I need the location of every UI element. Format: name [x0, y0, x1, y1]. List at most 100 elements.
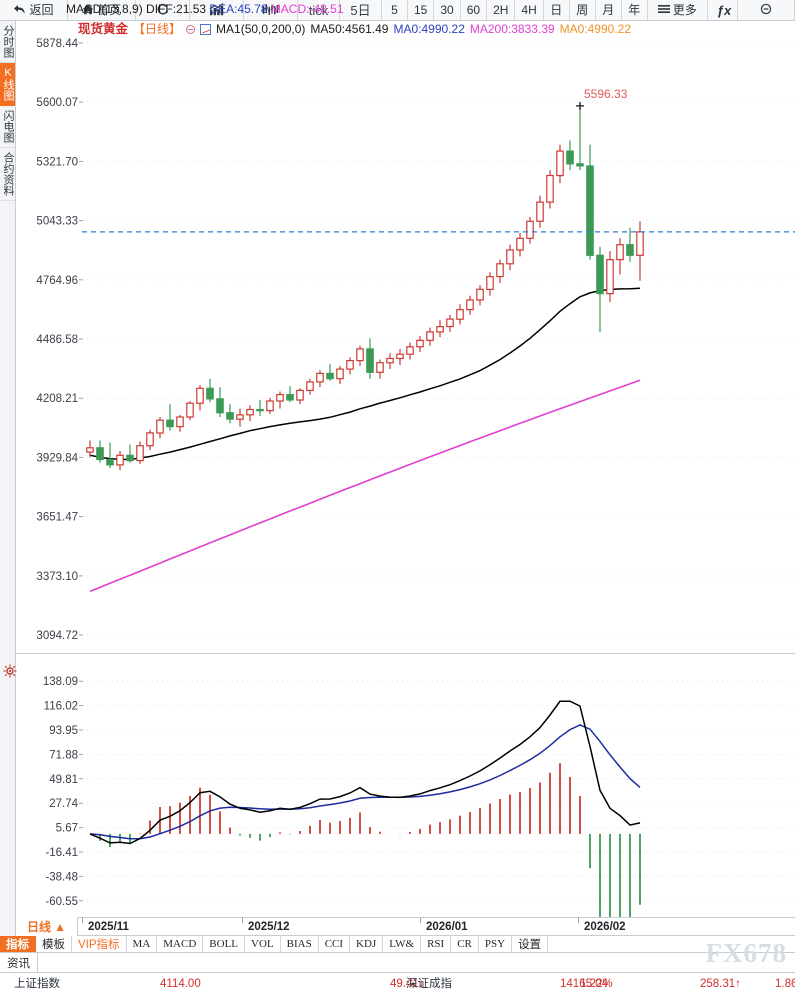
candle-body	[316, 372, 324, 383]
candle-body	[336, 368, 344, 380]
ma0-orange-value: MA0:4990.22	[559, 22, 631, 36]
date-tick-mark	[242, 918, 243, 923]
svg-text:-60.55: -60.55	[45, 896, 78, 908]
ticker-change: 258.31↑	[700, 978, 741, 990]
candle-body	[466, 299, 474, 311]
indicator-button-ma[interactable]: MA	[127, 936, 158, 952]
toolbar-button-label: 月	[602, 3, 615, 17]
sidebar-item-timeshare[interactable]: 分时图	[0, 21, 15, 63]
toolbar-button-refresh[interactable]	[136, 0, 190, 20]
candle-body	[436, 326, 444, 333]
ma-indicator-params: MA1(50,0,200,0)	[216, 22, 306, 36]
candle-body	[286, 394, 294, 401]
macd-histogram	[99, 763, 641, 917]
macd-gridlines	[82, 680, 795, 902]
toolbar-button-candle-type[interactable]	[244, 0, 298, 20]
svg-text:27.74: 27.74	[49, 798, 78, 810]
indicator-chart-icon[interactable]	[200, 24, 212, 35]
indicator-button-macd[interactable]: MACD	[157, 936, 204, 952]
toolbar-button-more[interactable]: 更多	[647, 0, 708, 20]
candle-body	[326, 372, 334, 380]
settings-sun-icon[interactable]	[3, 664, 17, 678]
candle-body	[306, 381, 314, 391]
indicator-button-template[interactable]: 模板	[36, 936, 72, 952]
macd-dea: DEA:45.78	[209, 2, 268, 16]
indicator-button-settings[interactable]: 设置	[512, 936, 549, 952]
toolbar-button-fx[interactable]: ƒx	[707, 0, 739, 20]
candle-body	[586, 165, 594, 256]
svg-text:4486.58: 4486.58	[36, 334, 78, 346]
candle-body	[626, 244, 634, 256]
candle-series	[86, 103, 644, 471]
candlestick-icon	[262, 3, 279, 18]
candle-body	[196, 387, 204, 404]
toolbar-button-m60[interactable]: 60	[460, 0, 488, 20]
price-candlestick-plot[interactable]: 5878.44 5600.07 5321.70 5043.33 4764.96 4486.…	[16, 21, 795, 654]
period-tab-label: 日线	[27, 920, 52, 934]
indicator-button-indicators[interactable]: 指标	[0, 936, 36, 952]
left-sidebar: 分时图 K线图 闪电图 合约资料	[0, 21, 16, 953]
indicator-button-vip[interactable]: VIP指标	[72, 936, 127, 952]
indicator-button-rsi[interactable]: RSI	[421, 936, 452, 952]
macd-title: MACD(13,8,9)	[66, 2, 143, 16]
indicator-button-cr[interactable]: CR	[451, 936, 479, 952]
news-tab-row: 资讯	[0, 953, 795, 973]
indicator-button-lw[interactable]: LW&	[383, 936, 422, 952]
candle-body	[176, 416, 184, 428]
macd-pane[interactable]: 138.09 116.02 93.95 71.88 49.81 27.74 5.67 -16.…	[16, 655, 795, 917]
minus-circle-icon[interactable]	[186, 25, 196, 34]
sidebar-item-lightning[interactable]: 闪电图	[0, 106, 15, 148]
toolbar-button-month[interactable]: 月	[595, 0, 622, 20]
macd-plot[interactable]: 138.09 116.02 93.95 71.88 49.81 27.74 5.67 -16.…	[16, 655, 795, 917]
indicator-button-bias[interactable]: BIAS	[281, 936, 319, 952]
candle-body	[496, 263, 504, 278]
toolbar-button-h2[interactable]: 2H	[487, 0, 516, 20]
indicator-button-kdj[interactable]: KDJ	[350, 936, 384, 952]
toolbar-button-m15[interactable]: 15	[408, 0, 435, 20]
candle-body	[576, 163, 584, 167]
indicator-toolbar: 指标 模板 VIP指标 MA MACD BOLL VOL BIAS CCI KDJ LW& RSI CR…	[0, 936, 795, 953]
candle-body	[426, 331, 434, 341]
toolbar-button-h4[interactable]: 4H	[515, 0, 544, 20]
toolbar-button-back[interactable]: 返回	[0, 0, 68, 20]
toolbar-button-m30[interactable]: 30	[434, 0, 461, 20]
price-chart-pane[interactable]: 5878.44 5600.07 5321.70 5043.33 4764.96 4486.…	[16, 21, 795, 654]
candle-body	[296, 389, 304, 401]
toolbar-button-week[interactable]: 周	[569, 0, 596, 20]
back-arrow-icon	[13, 4, 26, 17]
candle-body	[86, 447, 94, 453]
candle-body	[126, 454, 134, 462]
indicator-button-psy[interactable]: PSY	[479, 936, 513, 952]
indicator-button-cci[interactable]: CCI	[319, 936, 351, 952]
indicator-button-boll[interactable]: BOLL	[203, 936, 246, 952]
period-tab[interactable]: 日线 ▲	[16, 917, 78, 936]
date-tick-label: 2026/02	[584, 921, 626, 933]
refresh-icon	[156, 3, 169, 18]
macd-axis-labels: 138.09 116.02 93.95 71.88 49.81 27.74 5.67 -16.…	[43, 676, 83, 908]
toolbar-button-home[interactable]: 首页	[68, 0, 136, 20]
svg-text:5600.07: 5600.07	[36, 97, 78, 109]
toolbar-button-label: 更多	[672, 3, 697, 17]
toolbar-button-5d[interactable]: 5日	[340, 0, 382, 20]
toolbar-button-zoom-out[interactable]	[738, 0, 795, 20]
toolbar-button-m5[interactable]: 5	[382, 0, 408, 20]
market-ticker: 上证指数 4114.00 49.41↑ 1.22% 深证成指 14165.04 258.31…	[0, 975, 795, 994]
sidebar-item-kline[interactable]: K线图	[0, 63, 15, 106]
candle-body	[486, 276, 494, 291]
indicator-button-vol[interactable]: VOL	[245, 936, 281, 952]
date-tick-mark	[82, 918, 83, 923]
top-toolbar: 返回 首页 tick 5日 5 15 30 60 2H 4H 日周月年 更多 ƒx	[0, 0, 795, 21]
sidebar-item-contract[interactable]: 合约资料	[0, 148, 15, 201]
toolbar-button-year[interactable]: 年	[621, 0, 648, 20]
indicator-bar-filler	[548, 936, 795, 952]
zoom-out-icon	[760, 3, 773, 18]
toolbar-button-chart-type[interactable]	[190, 0, 244, 20]
candle-body	[446, 318, 454, 328]
toolbar-button-tick[interactable]: tick	[298, 0, 340, 20]
candle-body	[136, 445, 144, 462]
news-tab[interactable]: 资讯	[0, 953, 38, 973]
ma200-line	[89, 379, 641, 593]
toolbar-button-day[interactable]: 日	[543, 0, 570, 20]
price-axis-labels: 5878.44 5600.07 5321.70 5043.33 4764.96 4486.…	[36, 38, 83, 642]
